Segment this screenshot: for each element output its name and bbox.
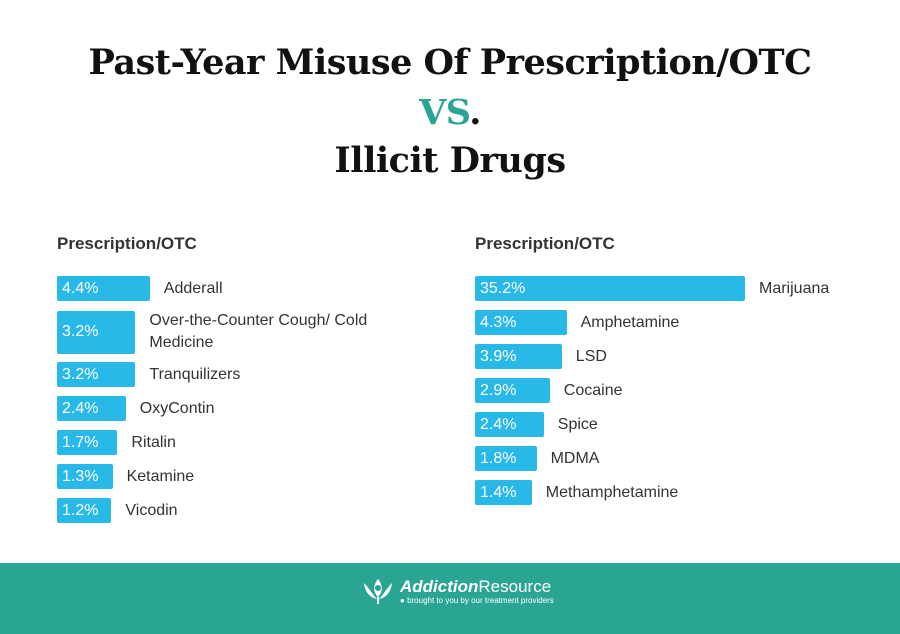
bar-row: 1.7% Ritalin bbox=[57, 430, 176, 455]
info-icon: ● bbox=[400, 595, 408, 605]
bar: 4.4% bbox=[57, 276, 150, 301]
addiction-resource-logo: AddictionResource ● brought to you by ou… bbox=[362, 577, 554, 605]
bar: 1.4% bbox=[475, 480, 532, 505]
bar-label: Ritalin bbox=[131, 433, 176, 451]
bar-label: Tranquilizers bbox=[149, 365, 241, 383]
brand-rest: Resource bbox=[478, 576, 552, 596]
bar: 1.2% bbox=[57, 498, 112, 523]
bar-label: LSD bbox=[575, 347, 607, 365]
bar-row: 4.3% Amphetamine bbox=[475, 310, 679, 335]
tagline: brought to you by our treatment provider… bbox=[407, 595, 554, 605]
title-line-1: Past-Year Misuse Of Prescription/OTC bbox=[88, 42, 812, 83]
title-line-3: Illicit Drugs bbox=[334, 140, 566, 181]
bar: 2.9% bbox=[475, 378, 550, 403]
bar: 1.3% bbox=[57, 464, 113, 489]
bar: 1.8% bbox=[475, 446, 537, 471]
lotus-icon bbox=[364, 579, 392, 604]
bar: 3.9% bbox=[475, 344, 562, 369]
bar-label: Over-the-Counter Cough/ Cold Medicine bbox=[149, 312, 368, 351]
bar-label: Methamphetamine bbox=[545, 483, 679, 501]
bar-label: Ketamine bbox=[126, 467, 195, 485]
bar-row: 2.4% OxyContin bbox=[57, 396, 215, 421]
bar-row: 3.2% Over-the-Counter Cough/ Cold Medicin… bbox=[57, 310, 369, 354]
bar-row: 2.9% Cocaine bbox=[475, 378, 623, 403]
bar-label: MDMA bbox=[550, 449, 600, 467]
bar-row: 1.8% MDMA bbox=[475, 446, 599, 471]
bar-row: 3.9% LSD bbox=[475, 344, 607, 369]
bar-label: Cocaine bbox=[563, 381, 623, 399]
footer: AddictionResource ● brought to you by ou… bbox=[0, 563, 900, 634]
bar-row: 2.4% Spice bbox=[475, 412, 598, 437]
vs-text: VS bbox=[419, 92, 470, 133]
bar-label: Spice bbox=[557, 415, 598, 433]
bar-label: Adderall bbox=[163, 279, 223, 297]
bar: 3.2% bbox=[57, 362, 136, 387]
title-vs: VS. bbox=[0, 92, 900, 133]
bar-row: 35.2% Marijuana bbox=[475, 276, 829, 301]
bar-row: 1.2% Vicodin bbox=[57, 498, 178, 523]
bar: 2.4% bbox=[475, 412, 544, 437]
bar-row: 3.2% Tranquilizers bbox=[57, 362, 240, 387]
bar: 4.3% bbox=[475, 310, 567, 335]
bar-row: 1.3% Ketamine bbox=[57, 464, 194, 489]
bar-label: Marijuana bbox=[759, 279, 830, 297]
bar: 2.4% bbox=[57, 396, 126, 421]
bar: 3.2% bbox=[57, 310, 136, 354]
bar-label: Vicodin bbox=[125, 501, 178, 519]
chart-title: Prescription/OTC bbox=[57, 234, 197, 253]
vs-dot: . bbox=[469, 92, 481, 133]
bar: 35.2% bbox=[475, 276, 745, 301]
bar-label: Amphetamine bbox=[580, 313, 680, 331]
brand-bold: Addiction bbox=[400, 576, 479, 596]
bar-row: 1.4% Methamphetamine bbox=[475, 480, 678, 505]
bar-label: OxyContin bbox=[139, 399, 215, 417]
chart-illicit: Prescription/OTC 35.2% Marijuana 4.3% Amphe… bbox=[475, 234, 829, 505]
bar-row: 4.4% Adderall bbox=[57, 276, 223, 301]
bar: 1.7% bbox=[57, 430, 118, 455]
chart-title: Prescription/OTC bbox=[475, 234, 615, 253]
chart-prescription: Prescription/OTC 4.4% Adderall 3.2% Over-th… bbox=[57, 234, 367, 523]
